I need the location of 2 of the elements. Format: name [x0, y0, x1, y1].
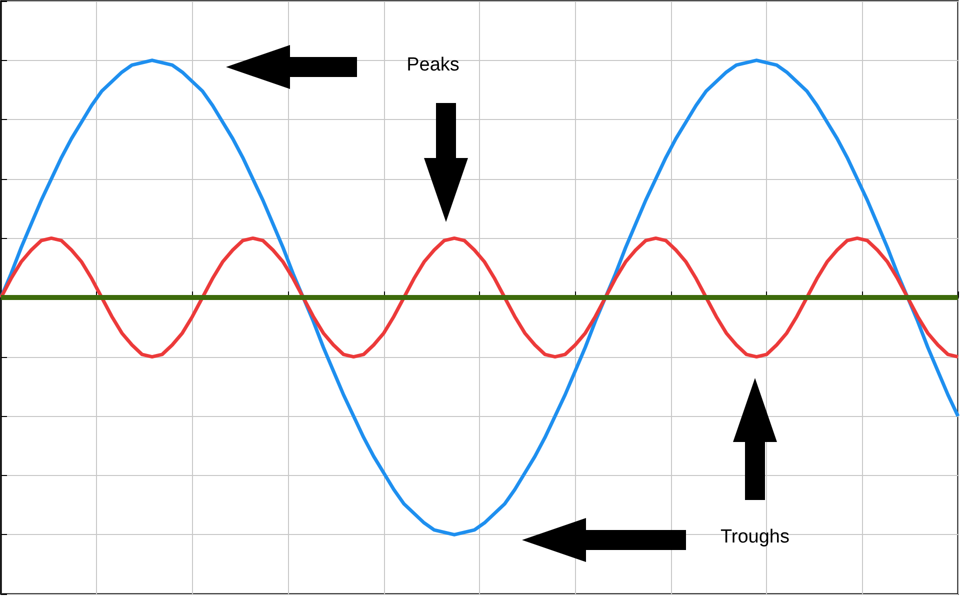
annotation: Troughs [720, 526, 790, 548]
annotation: Peaks [406, 54, 460, 76]
